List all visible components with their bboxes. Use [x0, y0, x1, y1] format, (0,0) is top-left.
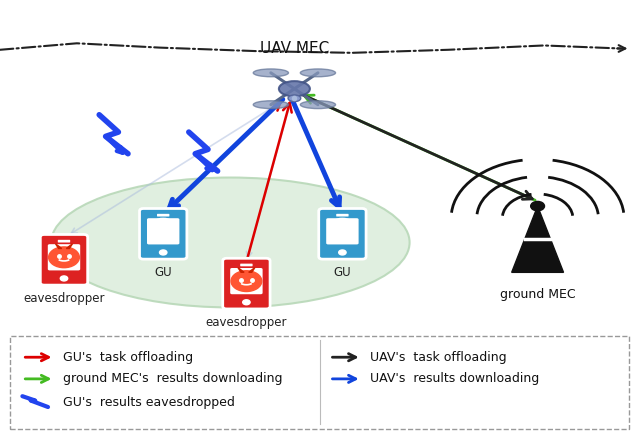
Ellipse shape — [288, 95, 301, 102]
Text: UAV's  task offloading: UAV's task offloading — [370, 351, 506, 364]
Ellipse shape — [253, 101, 289, 109]
Polygon shape — [249, 268, 255, 272]
FancyBboxPatch shape — [48, 244, 80, 271]
FancyBboxPatch shape — [140, 209, 187, 259]
FancyBboxPatch shape — [319, 209, 366, 259]
FancyBboxPatch shape — [157, 214, 170, 216]
Text: GU's  results eavesdropped: GU's results eavesdropped — [63, 396, 235, 409]
Text: ground MEC: ground MEC — [500, 288, 575, 301]
Circle shape — [243, 300, 250, 305]
FancyBboxPatch shape — [223, 258, 270, 309]
Text: GU's  task offloading: GU's task offloading — [63, 351, 193, 364]
Polygon shape — [56, 244, 61, 249]
Text: UAV's  results downloading: UAV's results downloading — [370, 372, 539, 385]
Circle shape — [231, 271, 262, 291]
Circle shape — [339, 250, 346, 255]
Polygon shape — [238, 268, 244, 272]
Circle shape — [531, 201, 545, 211]
FancyBboxPatch shape — [326, 218, 358, 245]
Text: ground MEC's  results downloading: ground MEC's results downloading — [63, 372, 282, 385]
FancyBboxPatch shape — [58, 240, 70, 242]
Circle shape — [159, 250, 167, 255]
Polygon shape — [512, 206, 564, 272]
Text: GU: GU — [333, 266, 351, 279]
Text: GU: GU — [154, 266, 172, 279]
Ellipse shape — [152, 230, 175, 241]
FancyBboxPatch shape — [230, 268, 262, 294]
FancyBboxPatch shape — [336, 214, 349, 216]
Text: eavesdropper: eavesdropper — [23, 292, 105, 305]
Ellipse shape — [51, 178, 410, 307]
FancyBboxPatch shape — [40, 235, 88, 285]
FancyBboxPatch shape — [147, 218, 179, 245]
Polygon shape — [67, 244, 72, 249]
Ellipse shape — [279, 81, 310, 97]
Text: eavesdropper: eavesdropper — [205, 316, 287, 329]
Circle shape — [150, 218, 176, 236]
Ellipse shape — [300, 101, 335, 109]
Circle shape — [330, 218, 355, 236]
FancyBboxPatch shape — [240, 264, 253, 266]
Circle shape — [60, 276, 68, 281]
Circle shape — [49, 247, 79, 268]
Ellipse shape — [300, 69, 335, 77]
FancyBboxPatch shape — [10, 336, 629, 429]
Ellipse shape — [253, 69, 289, 77]
Ellipse shape — [331, 230, 354, 241]
Text: UAV MEC: UAV MEC — [260, 41, 329, 56]
